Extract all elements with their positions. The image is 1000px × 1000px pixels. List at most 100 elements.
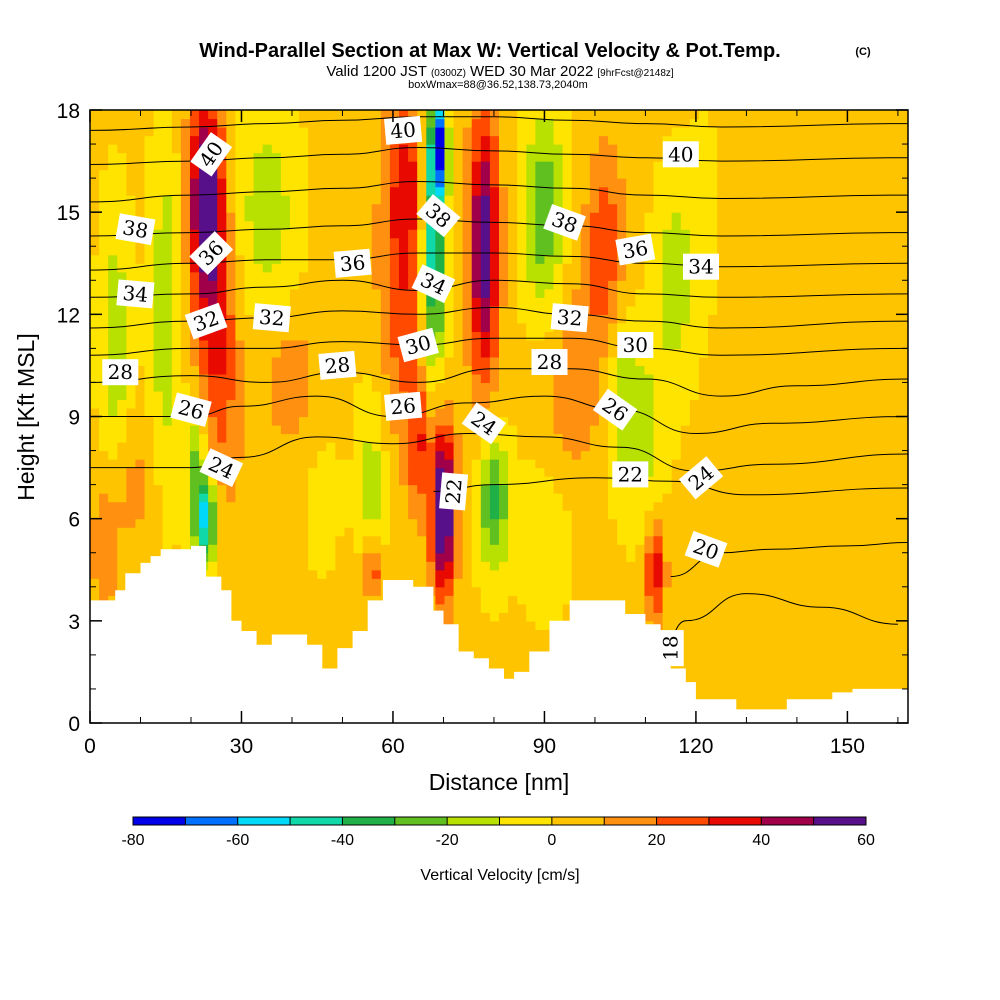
heat-cell [589, 254, 600, 264]
heat-cell [553, 612, 564, 622]
heat-cell [708, 297, 718, 307]
heat-cell [289, 442, 300, 452]
heat-cell [126, 161, 137, 171]
heat-cell [289, 178, 300, 188]
heat-cell [526, 527, 536, 537]
heat-cell [299, 178, 309, 188]
heat-cell [598, 229, 609, 239]
heat-cell [617, 305, 627, 315]
heat-cell [117, 535, 127, 545]
heat-cell [499, 356, 509, 367]
heat-cell [489, 373, 500, 384]
heat-cell [571, 578, 582, 588]
valid-utc: (0300Z) [431, 68, 466, 79]
heat-cell [708, 569, 718, 579]
heat-cell [535, 493, 546, 503]
heat-cell [326, 118, 336, 128]
heat-cell [262, 561, 273, 571]
heat-cell [644, 110, 655, 120]
heat-cell [344, 595, 355, 605]
heat-cell [544, 280, 555, 290]
heat-cell [471, 178, 482, 188]
heat-cell [90, 382, 100, 392]
heat-cell [408, 569, 418, 579]
heat-cell [389, 425, 400, 435]
heat-cell [353, 237, 364, 247]
heat-cell [417, 450, 427, 460]
heat-cell [489, 399, 500, 409]
heat-cell [317, 544, 327, 554]
heat-cell [126, 339, 137, 349]
heat-cell [698, 356, 709, 367]
heat-cell [544, 518, 555, 528]
heat-cell [180, 476, 191, 486]
heat-cell [553, 544, 564, 554]
heat-cell [462, 620, 473, 630]
heat-cell [444, 356, 455, 367]
heat-cell [99, 271, 109, 281]
heat-cell [526, 314, 536, 324]
heat-cell [99, 161, 109, 171]
heat-cell [571, 518, 582, 528]
heat-cell [680, 612, 691, 622]
heat-cell [717, 586, 727, 596]
heat-cell [299, 476, 309, 486]
heat-cell [480, 569, 491, 579]
heat-cell [317, 212, 327, 222]
heat-cell [171, 280, 182, 290]
heat-cell [562, 518, 573, 528]
heat-cell [499, 646, 509, 656]
heat-cell [253, 561, 264, 571]
heat-cell [126, 382, 137, 392]
heat-cell [671, 586, 682, 596]
heat-cell [244, 620, 255, 630]
heat-cell [471, 254, 482, 264]
heat-cell [598, 373, 609, 384]
heat-cell [662, 314, 673, 324]
heat-cell [180, 382, 191, 392]
heat-cell [453, 186, 464, 196]
heat-cell [653, 152, 664, 162]
heat-cell [162, 544, 173, 554]
heat-cell [153, 467, 164, 477]
heat-cell [462, 169, 473, 179]
heat-cell [280, 339, 291, 349]
heat-cell [544, 373, 555, 384]
heat-cell [635, 144, 646, 154]
heat-cell [544, 331, 555, 341]
heat-cell [262, 373, 273, 384]
heat-cell [517, 348, 527, 358]
heat-cell [562, 280, 573, 290]
heat-cell [508, 263, 518, 273]
heat-cell [426, 484, 436, 494]
heat-cell [635, 382, 646, 392]
heat-cell [262, 544, 273, 554]
heat-cell [408, 271, 418, 281]
heat-cell [299, 510, 309, 520]
heat-cell [671, 186, 682, 196]
heat-cell [226, 569, 237, 579]
heat-cell [462, 135, 473, 145]
heat-cell [389, 450, 400, 460]
heat-cell [508, 297, 518, 307]
heat-cell [217, 407, 227, 418]
heat-cell [362, 390, 373, 401]
heat-cell [426, 169, 436, 179]
heat-cell [698, 518, 709, 528]
heat-cell [180, 169, 191, 179]
heat-cell [671, 220, 682, 230]
heat-cell [90, 246, 100, 256]
heat-cell [180, 297, 191, 307]
heat-cell [299, 331, 309, 341]
heat-cell [262, 450, 273, 460]
heat-cell [653, 339, 664, 349]
heat-cell [399, 305, 409, 315]
heat-cell [708, 127, 718, 137]
heat-cell [126, 552, 137, 562]
heat-cell [535, 339, 546, 349]
heat-cell [644, 586, 655, 596]
heat-cell [526, 135, 536, 145]
heat-cell [489, 135, 500, 145]
heat-cell [653, 603, 664, 613]
heat-cell [644, 356, 655, 367]
